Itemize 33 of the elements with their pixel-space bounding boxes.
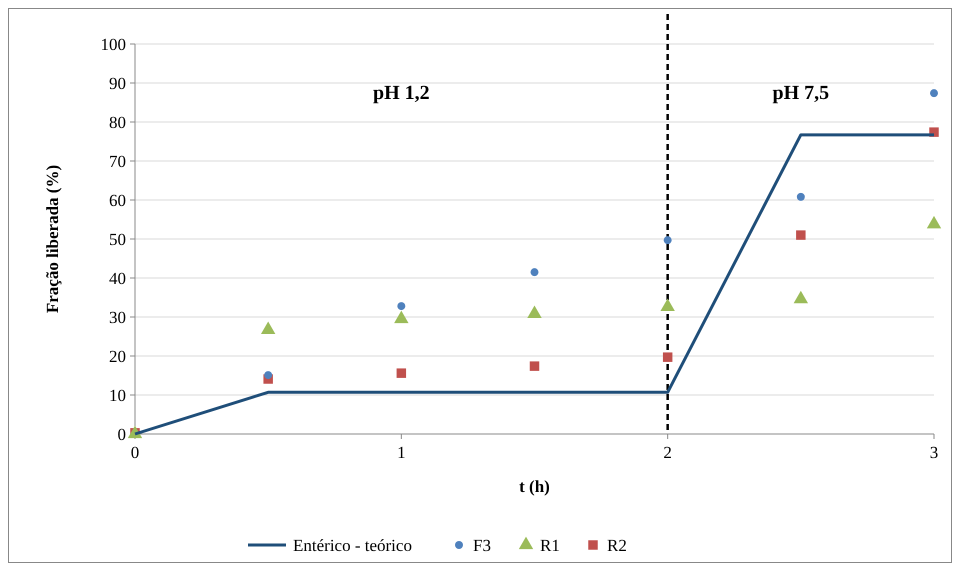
x-tick-label: 0 bbox=[130, 443, 140, 462]
point bbox=[796, 192, 805, 201]
y-tick-label: 40 bbox=[109, 268, 126, 288]
point bbox=[930, 89, 938, 98]
y-tick-label: 100 bbox=[100, 34, 126, 54]
annotation: pH 1,2 bbox=[372, 82, 430, 104]
x-tick-label: 2 bbox=[663, 443, 672, 462]
y-tick-label: 80 bbox=[109, 112, 126, 132]
y-tick-label: 70 bbox=[109, 152, 126, 171]
y-tick-label: 20 bbox=[109, 346, 126, 366]
point bbox=[530, 361, 540, 371]
point bbox=[664, 236, 672, 244]
point bbox=[796, 230, 806, 240]
legend-label: F3 bbox=[473, 536, 491, 555]
y-tick-label: 30 bbox=[109, 308, 126, 327]
point bbox=[396, 368, 406, 378]
annotation: pH 7,5 bbox=[772, 82, 830, 104]
point bbox=[662, 352, 672, 362]
y-axis-title: Fração liberada (%) bbox=[43, 164, 62, 314]
y-tick-label: 10 bbox=[109, 386, 126, 405]
point bbox=[530, 268, 538, 276]
x-tick-label: 3 bbox=[930, 443, 938, 462]
x-tick-label: 1 bbox=[397, 443, 406, 462]
y-tick-label: 60 bbox=[109, 190, 126, 210]
x-axis-title: t (h) bbox=[519, 477, 550, 496]
y-tick-label: 0 bbox=[118, 424, 126, 444]
y-tick-label: 50 bbox=[109, 230, 126, 249]
y-tick-label: 90 bbox=[109, 74, 126, 93]
point bbox=[264, 371, 272, 380]
point bbox=[397, 302, 406, 310]
legend-label: R2 bbox=[607, 536, 627, 555]
legend-label: Entérico - teórico bbox=[293, 536, 412, 555]
legend-label: R1 bbox=[540, 536, 560, 555]
